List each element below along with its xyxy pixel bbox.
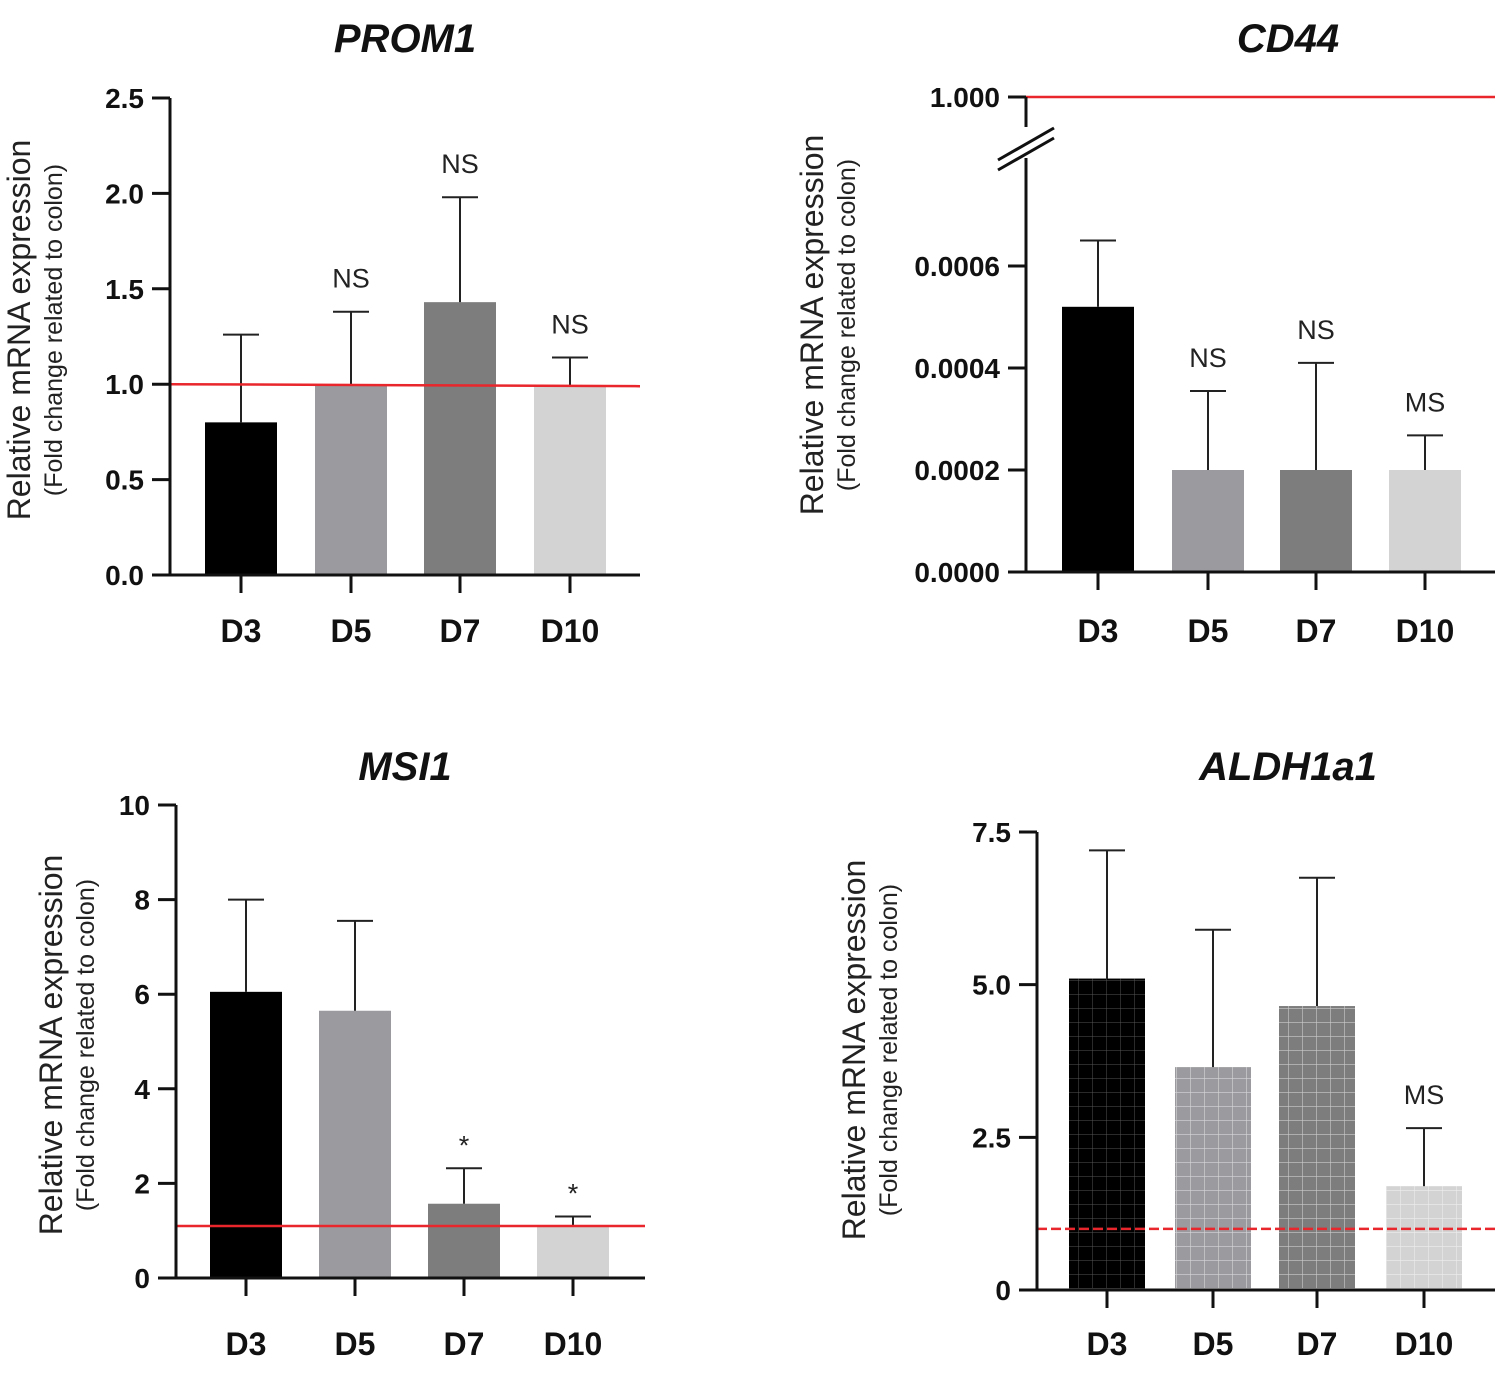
chart-title: CD44: [1237, 17, 1339, 61]
x-tick-label: D10: [541, 613, 600, 649]
bar-d7: [428, 1203, 500, 1278]
y-axis-sublabel: (Fold change related to colon): [833, 159, 861, 491]
bar-d10: [534, 386, 606, 575]
y-tick-label: 0.0: [105, 560, 144, 591]
chart-title: PROM1: [334, 17, 476, 61]
significance-label: MS: [1405, 387, 1446, 417]
plot-area: * * 0 2 4 6 8 10 D3 D5 D7 D10: [119, 790, 645, 1362]
y-tick-label: 0.0002: [914, 455, 1000, 486]
significance-label: NS: [332, 264, 370, 294]
bar-d10: [1389, 470, 1461, 572]
panel-cd44: CD44 Relative mRNA expression (Fold chan…: [794, 17, 1495, 649]
significance-label: NS: [441, 149, 479, 179]
x-tick-label: D5: [331, 613, 372, 649]
y-tick-label: 2.0: [105, 178, 144, 209]
y-tick-label: 1.000: [930, 82, 1000, 113]
y-axis-label: Relative mRNA expression: [33, 855, 69, 1236]
x-tick-label: D7: [444, 1326, 485, 1362]
y-tick-label: 0: [995, 1275, 1011, 1306]
significance-label: NS: [1189, 343, 1227, 373]
bar-d7: [424, 302, 496, 575]
y-axis-sublabel: (Fold change related to colon): [72, 879, 100, 1211]
y-tick-label: 0.5: [105, 465, 144, 496]
x-tick-label: D5: [1193, 1326, 1234, 1362]
chart-title: ALDH1a1: [1198, 745, 1377, 789]
y-tick-label: 1.5: [105, 274, 144, 305]
bar-d3: [210, 991, 282, 1278]
y-axis-sublabel: (Fold change related to colon): [875, 884, 903, 1216]
significance-label: *: [568, 1179, 579, 1209]
bar-d5: [315, 384, 387, 575]
bar-d5: [319, 1010, 391, 1278]
plot-area: NS NS NS 0.0 0.5 1.0 1.5 2.0 2.5 D3 D5 D7 D10: [105, 83, 641, 649]
x-tick-label: D5: [1188, 613, 1229, 649]
significance-label: NS: [551, 309, 589, 339]
y-tick-label: 6: [134, 979, 150, 1010]
axis-break-mark: [997, 126, 1055, 162]
bar-d5: [1172, 470, 1244, 572]
y-tick-label: 2.5: [972, 1122, 1011, 1153]
bar-d3: [1062, 306, 1134, 572]
plot-area: NS NS MS 0.0000 0.0002 0.0004 0.0006 1.000 D3 D5 D…: [914, 82, 1495, 649]
y-tick-label: 0.0006: [914, 251, 1000, 282]
chart-title: MSI1: [358, 745, 451, 789]
y-tick-label: 7.5: [972, 817, 1011, 848]
y-axis-sublabel: (Fold change related to colon): [40, 164, 68, 496]
bar-d3: [205, 422, 277, 575]
x-tick-label: D7: [1296, 613, 1337, 649]
y-tick-label: 10: [119, 790, 150, 821]
bar-pattern-d10: [1386, 1186, 1462, 1290]
significance-label: MS: [1404, 1080, 1445, 1110]
x-tick-label: D10: [1395, 1326, 1454, 1362]
x-tick-label: D10: [1396, 613, 1455, 649]
y-tick-label: 2: [134, 1168, 150, 1199]
panel-aldh1a1: ALDH1a1 Relative mRNA expression (Fold c…: [836, 745, 1495, 1362]
x-tick-label: D3: [1087, 1326, 1128, 1362]
y-tick-label: 0.0000: [914, 557, 1000, 588]
plot-area: MS 0 2.5 5.0 7.5 D3 D5 D7 D10: [972, 817, 1495, 1362]
x-tick-label: D7: [440, 613, 481, 649]
bar-d10: [537, 1225, 609, 1278]
y-tick-label: 1.0: [105, 369, 144, 400]
y-axis-label: Relative mRNA expression: [1, 140, 37, 521]
x-tick-label: D3: [221, 613, 262, 649]
panel-msi1: MSI1 Relative mRNA expression (Fold chan…: [33, 745, 645, 1362]
significance-label: NS: [1297, 315, 1335, 345]
panel-prom1: PROM1 Relative mRNA expression (Fold cha…: [1, 17, 641, 649]
x-tick-label: D3: [1078, 613, 1119, 649]
bar-pattern-d7: [1279, 1006, 1355, 1290]
reference-line: [169, 382, 641, 388]
x-tick-label: D7: [1297, 1326, 1338, 1362]
y-axis-label: Relative mRNA expression: [836, 860, 872, 1241]
bar-pattern-d5: [1175, 1067, 1251, 1290]
y-tick-label: 4: [134, 1074, 150, 1105]
bar-d7: [1280, 470, 1352, 572]
y-tick-label: 8: [134, 885, 150, 916]
y-axis-label: Relative mRNA expression: [794, 135, 830, 516]
bar-pattern-d3: [1069, 978, 1145, 1290]
x-tick-label: D3: [226, 1326, 267, 1362]
x-tick-label: D5: [335, 1326, 376, 1362]
y-tick-label: 0.0004: [914, 353, 1000, 384]
y-tick-label: 2.5: [105, 83, 144, 114]
y-tick-label: 0: [134, 1263, 150, 1294]
significance-label: *: [459, 1130, 470, 1160]
x-tick-label: D10: [544, 1326, 603, 1362]
axis-break-mark: [997, 136, 1055, 172]
y-tick-label: 5.0: [972, 970, 1011, 1001]
